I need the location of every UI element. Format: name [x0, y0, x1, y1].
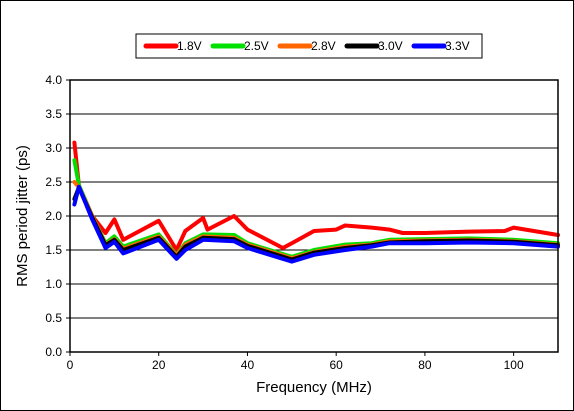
y-tick-label: 4.0: [45, 73, 62, 87]
x-tick-label: 60: [330, 358, 344, 372]
x-axis-title: Frequency (MHz): [256, 379, 372, 396]
y-tick-label: 1.0: [45, 277, 62, 291]
y-tick-label: 1.5: [45, 243, 62, 257]
y-axis-ticks: 0.0 0.5 1.0 1.5 2.0 2.5 3.0 3.5 4.0: [45, 73, 70, 359]
series-line-3-3v: [72, 184, 560, 264]
series-lines: [72, 140, 560, 264]
legend-label: 2.8V: [311, 39, 336, 53]
x-tick-label: 20: [152, 358, 166, 372]
x-tick-label: 40: [241, 358, 255, 372]
y-tick-label: 3.0: [45, 141, 62, 155]
x-axis-ticks: 0 20 40 60 80 100: [67, 352, 524, 372]
legend-label: 2.5V: [244, 39, 269, 53]
legend: 1.8V 2.5V 2.8V 3.0V 3.3V: [135, 33, 483, 59]
y-tick-label: 2.0: [45, 209, 62, 223]
series-line-1-8v: [72, 140, 560, 252]
x-tick-label: 100: [504, 358, 524, 372]
x-tick-label: 80: [418, 358, 432, 372]
legend-label: 3.3V: [445, 39, 470, 53]
y-tick-label: 0.0: [45, 345, 62, 359]
legend-label: 1.8V: [177, 39, 202, 53]
legend-label: 3.0V: [378, 39, 403, 53]
y-tick-label: 0.5: [45, 311, 62, 325]
y-axis-title: RMS period jitter (ps): [14, 145, 31, 287]
y-tick-label: 2.5: [45, 175, 62, 189]
y-tick-label: 3.5: [45, 107, 62, 121]
x-tick-label: 0: [67, 358, 74, 372]
